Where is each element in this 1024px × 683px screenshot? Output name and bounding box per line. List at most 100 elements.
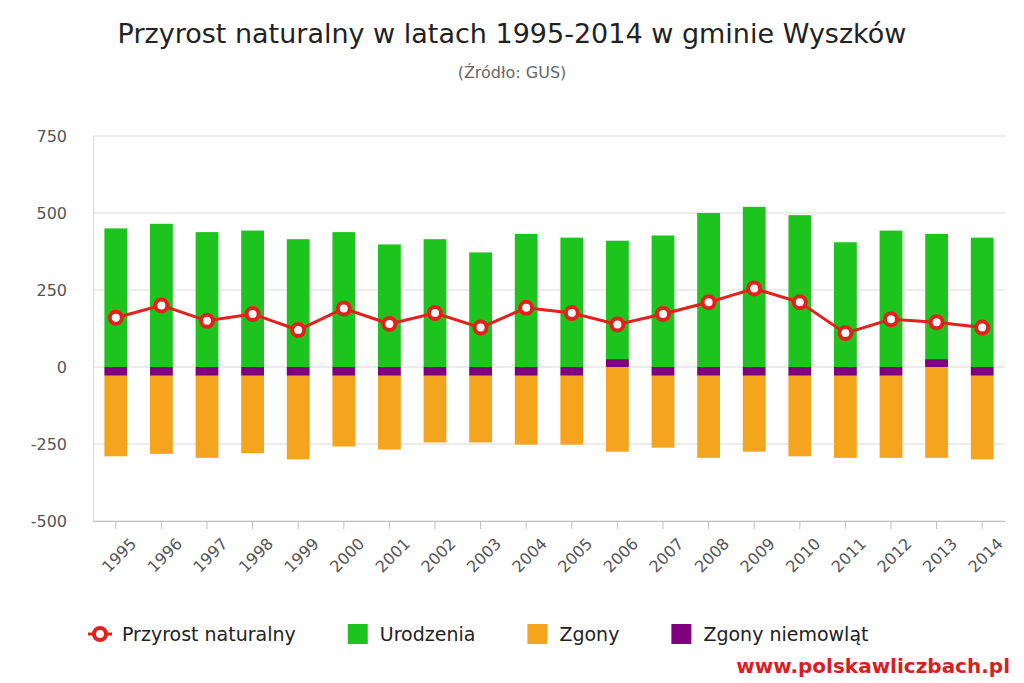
y-tick: 250 — [36, 281, 93, 300]
marker — [657, 308, 669, 320]
bar — [241, 376, 264, 454]
legend-item: Przyrost naturalny — [88, 623, 296, 645]
x-tick-label: 2005 — [554, 534, 596, 576]
bar — [515, 367, 538, 376]
x-tick-mark — [708, 521, 709, 529]
title: Przyrost naturalny w latach 1995-2014 w … — [118, 18, 907, 49]
bar — [287, 376, 310, 460]
bar — [332, 376, 355, 447]
marker — [976, 322, 988, 334]
bar — [196, 376, 219, 458]
x-tick: 2002 — [417, 521, 459, 576]
legend: Przyrost naturalny Urodzenia Zgony Zgony ni… — [88, 623, 868, 645]
marker — [383, 318, 395, 330]
x-tick-mark — [754, 521, 755, 529]
x-tick-label: 2013 — [919, 534, 961, 576]
marker — [794, 296, 806, 308]
x-tick-mark — [161, 521, 162, 529]
bar — [743, 207, 766, 367]
bar — [469, 367, 492, 376]
legend-swatch — [348, 624, 368, 644]
x-tick: 2013 — [919, 521, 961, 576]
x-tick-mark — [982, 521, 983, 529]
x-tick: 2010 — [782, 521, 824, 576]
x-tick-label: 2001 — [372, 534, 414, 576]
x-tick-label: 2009 — [736, 534, 778, 576]
subtitle: (Źródło: GUS) — [458, 63, 567, 82]
bar — [880, 367, 903, 376]
bar — [880, 376, 903, 458]
legend-swatch — [671, 624, 691, 644]
x-tick: 1999 — [280, 521, 322, 576]
marker — [292, 324, 304, 336]
legend-label: Zgony — [559, 623, 619, 645]
bar — [971, 376, 994, 460]
x-tick: 1998 — [235, 521, 277, 576]
x-tick-label: 2012 — [873, 534, 915, 576]
bar — [560, 376, 583, 445]
bar — [606, 241, 629, 367]
bar — [332, 367, 355, 376]
marker — [201, 315, 213, 327]
bar — [378, 367, 401, 376]
marker — [475, 322, 487, 334]
bar — [560, 367, 583, 376]
x-tick-mark — [617, 521, 618, 529]
marker — [566, 307, 578, 319]
x-tick-label: 1996 — [144, 534, 186, 576]
x-tick-mark — [891, 521, 892, 529]
x-tick: 2001 — [372, 521, 414, 576]
y-axis-line — [93, 137, 94, 522]
x-tick-label: 2003 — [463, 534, 505, 576]
bar — [697, 367, 720, 376]
marker — [520, 302, 532, 314]
chart: Przyrost naturalny w latach 1995-2014 w … — [0, 0, 1024, 683]
bar — [287, 367, 310, 376]
y-tick: 750 — [36, 127, 93, 146]
x-tick: 2003 — [463, 521, 505, 576]
grid-line — [93, 521, 1005, 522]
y-tick: 0 — [57, 358, 93, 377]
bar — [880, 231, 903, 367]
bar — [971, 367, 994, 376]
marker — [611, 318, 623, 330]
plot — [104, 207, 993, 460]
bar — [332, 232, 355, 367]
x-tick-mark — [799, 521, 800, 529]
bar — [378, 376, 401, 450]
bar — [834, 242, 857, 367]
bar — [606, 359, 629, 367]
x-tick: 2004 — [508, 521, 550, 576]
marker — [748, 282, 760, 294]
line — [116, 288, 982, 333]
bar — [560, 238, 583, 367]
grid-line — [93, 213, 1005, 214]
bar — [697, 376, 720, 458]
y-tick-label: -250 — [31, 435, 67, 454]
marker — [885, 313, 897, 325]
bar — [150, 367, 173, 376]
grid — [93, 136, 1005, 521]
bar — [834, 376, 857, 458]
x-tick-label: 1999 — [280, 534, 322, 576]
bar — [515, 376, 538, 445]
legend-item: Urodzenia — [348, 623, 476, 645]
y-tick-label: -500 — [31, 512, 67, 531]
x-tick-mark — [343, 521, 344, 529]
x-tick-label: 2010 — [782, 534, 824, 576]
x-tick-label: 1997 — [189, 534, 231, 576]
y-tick-label: 0 — [57, 358, 67, 377]
bar — [652, 235, 675, 367]
legend-swatch — [94, 628, 106, 640]
y-tick: -250 — [31, 435, 93, 454]
bar — [743, 367, 766, 376]
x-tick-mark — [207, 521, 208, 529]
bar — [469, 376, 492, 443]
y-tick-label: 750 — [36, 127, 67, 146]
y-axis: -500-2500250500750 — [31, 127, 94, 531]
grid-line — [93, 444, 1005, 445]
marker — [931, 316, 943, 328]
x-tick-label: 2000 — [326, 534, 368, 576]
legend-item: Zgony niemowląt — [671, 623, 868, 645]
x-tick-mark — [252, 521, 253, 529]
